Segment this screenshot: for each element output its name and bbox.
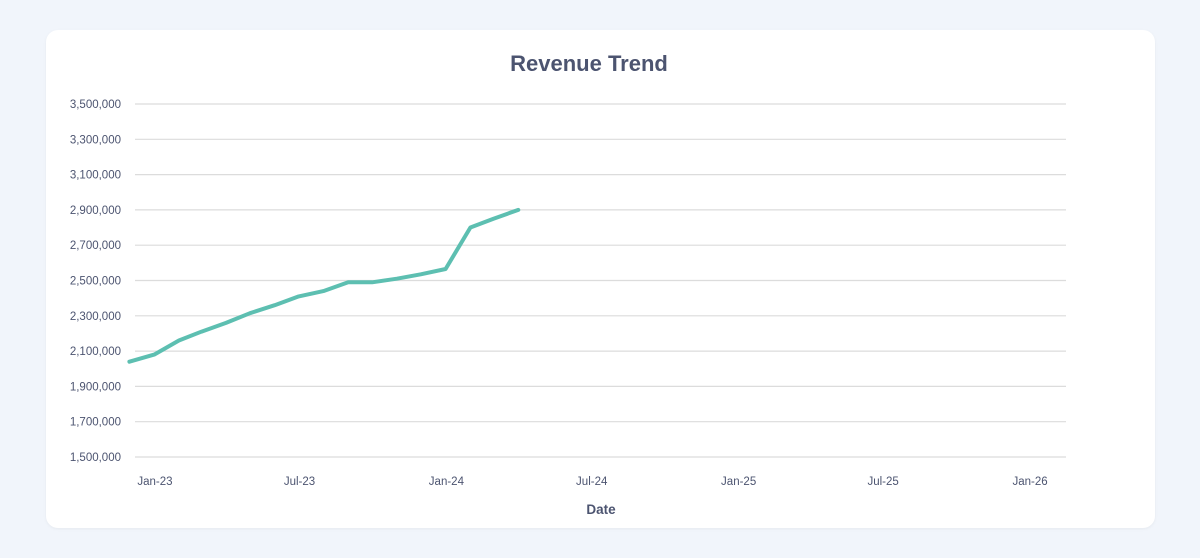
y-tick-label: 1,700,000 bbox=[70, 417, 121, 429]
chart-title: Revenue Trend bbox=[510, 51, 668, 76]
y-tick-label: 3,300,000 bbox=[70, 134, 121, 146]
x-tick-label: Jan-24 bbox=[429, 476, 465, 488]
x-tick-label: Jan-26 bbox=[1012, 476, 1047, 488]
y-tick-label: 2,100,000 bbox=[70, 346, 121, 358]
y-tick-label: 1,500,000 bbox=[70, 452, 121, 464]
y-tick-label: 2,900,000 bbox=[70, 205, 121, 217]
chart-card bbox=[46, 30, 1155, 528]
gridlines bbox=[135, 103, 1066, 458]
y-tick-label: 3,500,000 bbox=[70, 99, 121, 111]
x-tick-label: Jan-23 bbox=[137, 476, 172, 488]
x-axis-label: Date bbox=[586, 502, 616, 517]
x-tick-label: Jul-23 bbox=[284, 476, 315, 488]
y-tick-label: 2,300,000 bbox=[70, 311, 121, 323]
y-tick-label: 3,100,000 bbox=[70, 170, 121, 182]
y-tick-label: 2,500,000 bbox=[70, 276, 121, 288]
y-axis-ticks: 1,500,000 1,700,000 1,900,000 2,100,000 2,30… bbox=[70, 99, 121, 464]
x-tick-label: Jul-24 bbox=[576, 476, 608, 488]
x-tick-label: Jul-25 bbox=[867, 476, 898, 488]
series-line bbox=[127, 207, 521, 364]
x-tick-label: Jan-25 bbox=[721, 476, 756, 488]
x-axis-ticks: Jan-23 Jul-23 Jan-24 Jul-24 Jan-25 Jul-25 Jan-… bbox=[137, 476, 1047, 488]
y-tick-label: 1,900,000 bbox=[70, 381, 121, 393]
y-tick-label: 2,700,000 bbox=[70, 240, 121, 252]
